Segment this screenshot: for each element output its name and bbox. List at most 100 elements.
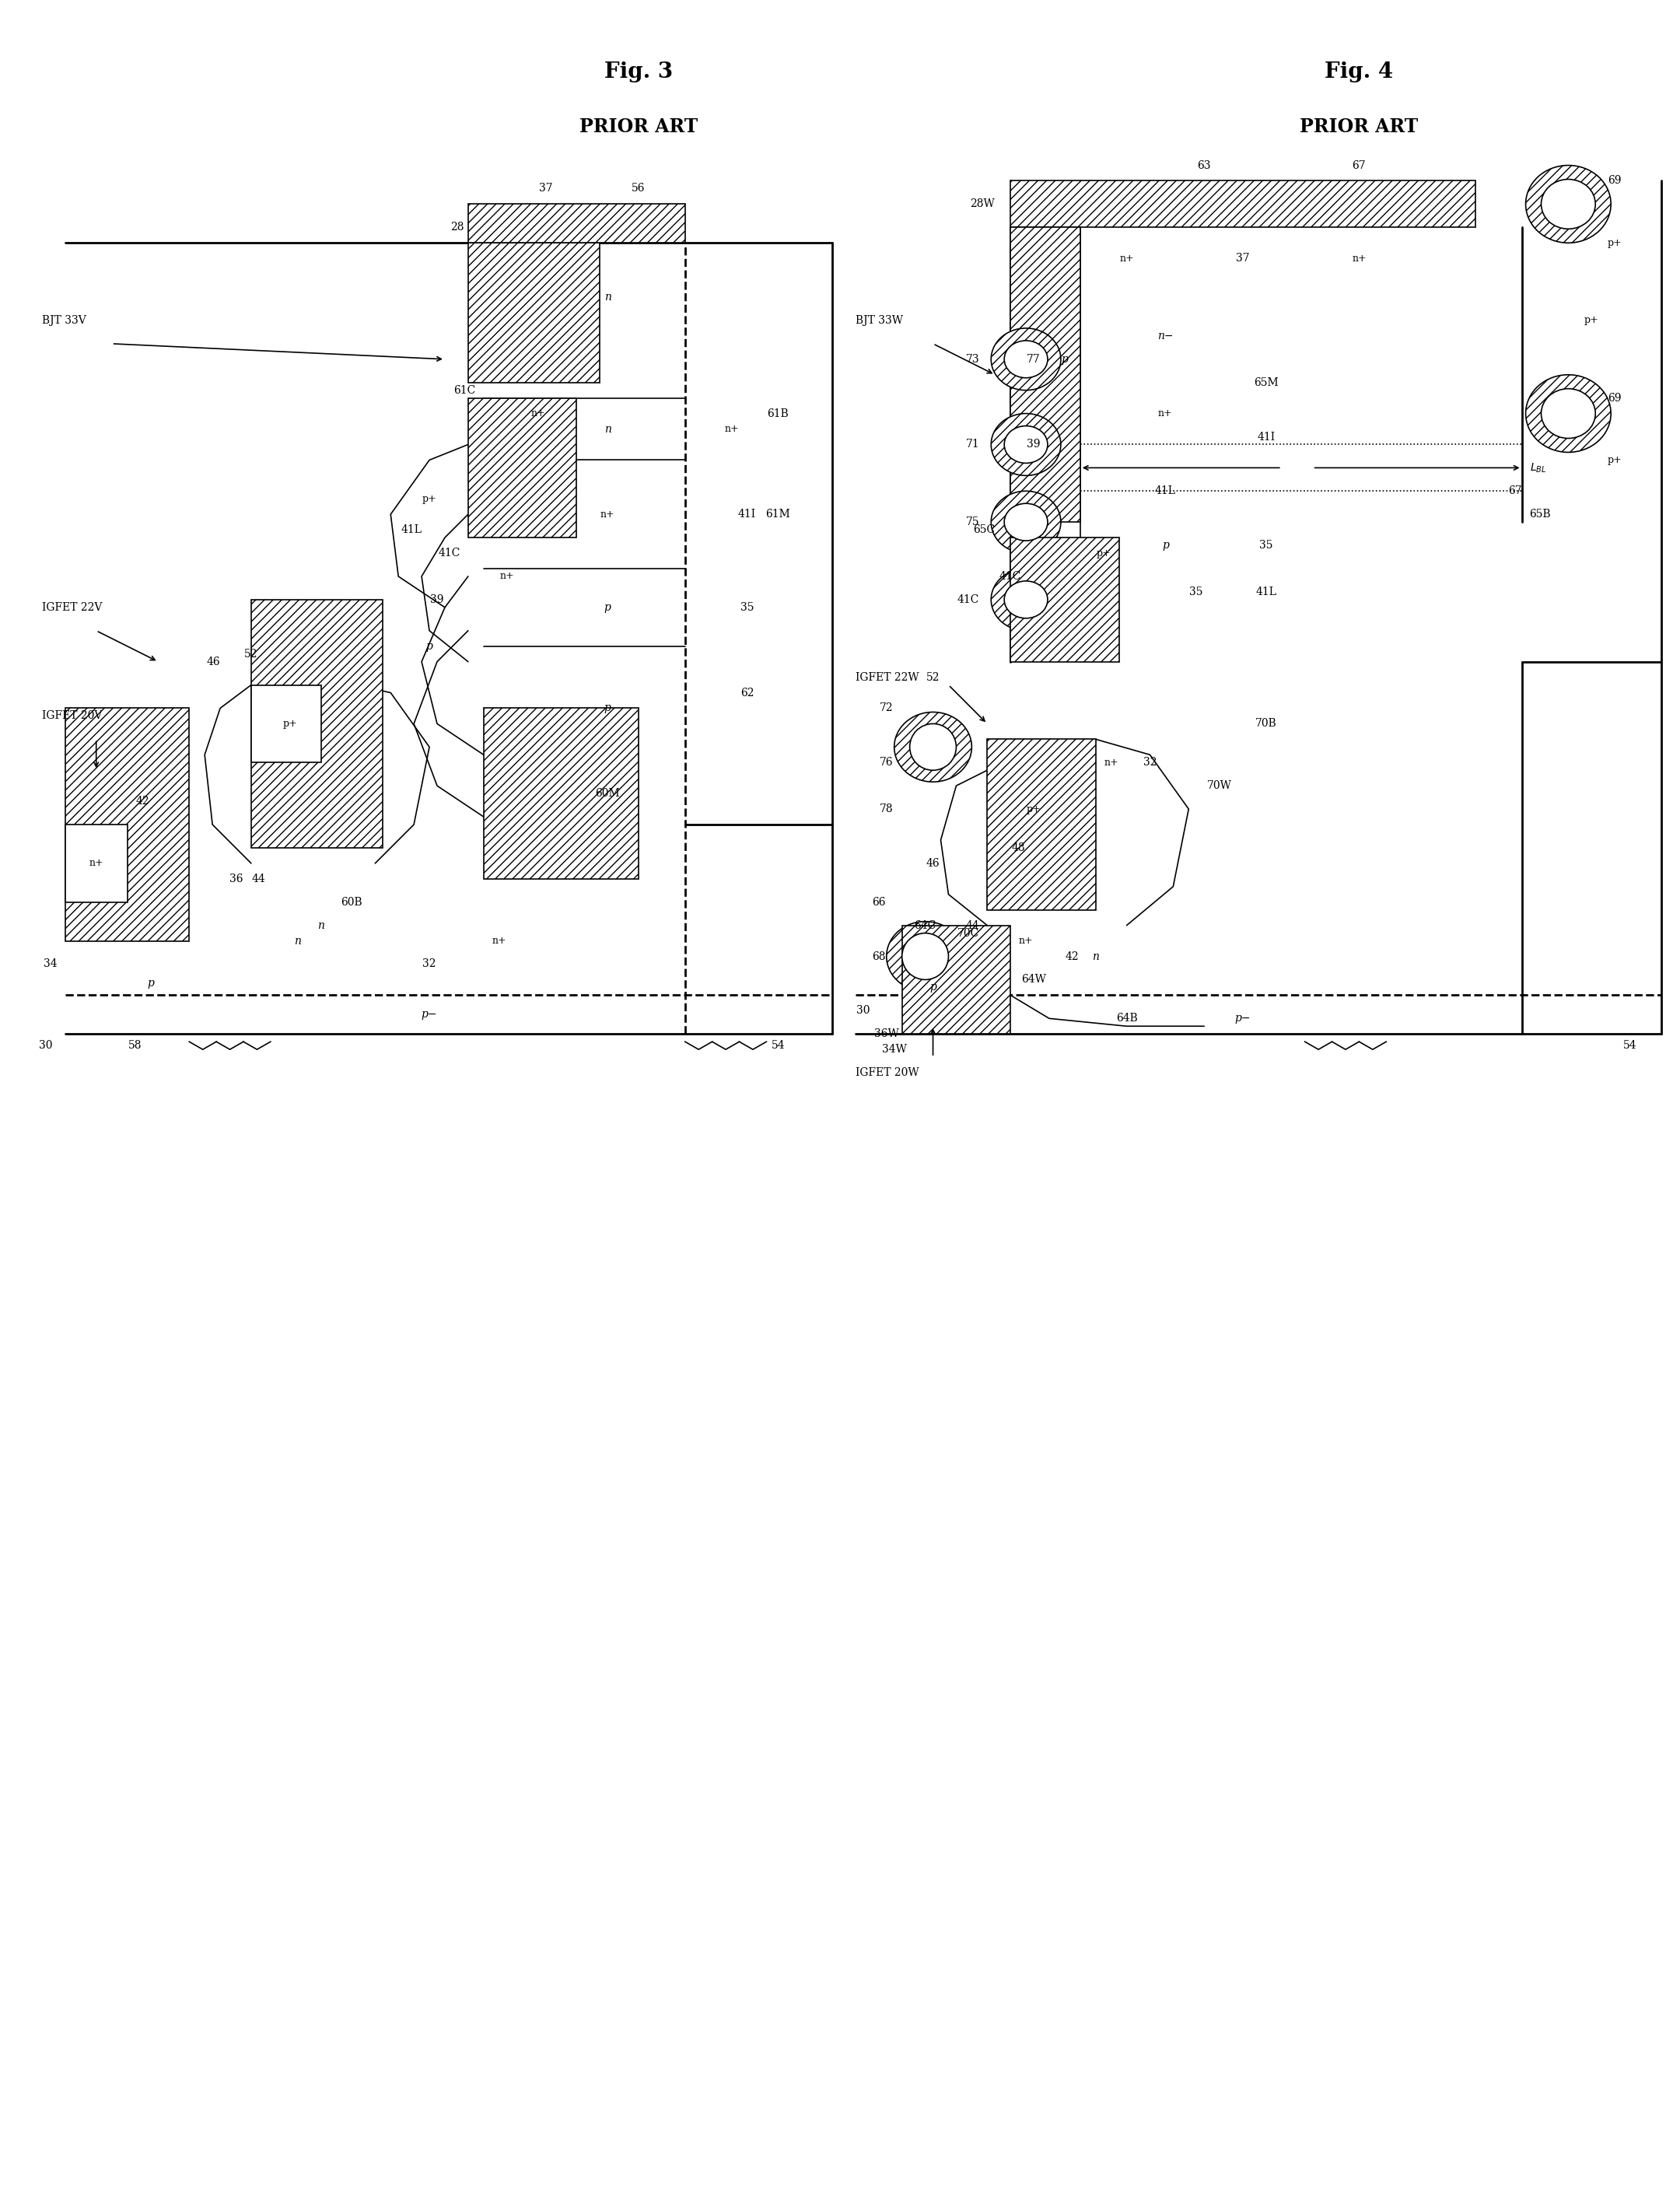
Text: 41I: 41I: [738, 509, 756, 520]
Text: n+: n+: [1018, 935, 1033, 946]
Text: 61B: 61B: [768, 409, 790, 420]
Text: 73: 73: [966, 354, 979, 365]
Bar: [469, 203, 685, 243]
Text: p: p: [427, 640, 433, 651]
Ellipse shape: [1541, 389, 1596, 439]
Bar: [988, 739, 1095, 909]
Text: p+: p+: [1584, 315, 1599, 326]
Ellipse shape: [1525, 166, 1611, 243]
Ellipse shape: [991, 413, 1060, 476]
Text: n+: n+: [89, 859, 104, 867]
Text: 60B: 60B: [341, 896, 363, 907]
Text: 78: 78: [880, 804, 894, 815]
Text: n: n: [605, 424, 612, 435]
Text: 67: 67: [1352, 160, 1366, 170]
Text: p: p: [146, 979, 155, 990]
Text: n+: n+: [1104, 758, 1119, 767]
Text: p+: p+: [282, 719, 297, 730]
Text: IGFET 22W: IGFET 22W: [855, 671, 919, 682]
Ellipse shape: [1005, 503, 1048, 540]
Text: 41C: 41C: [958, 594, 979, 605]
Ellipse shape: [991, 328, 1060, 391]
Text: p−: p−: [422, 1009, 437, 1020]
Bar: [469, 243, 600, 382]
Text: BJT 33V: BJT 33V: [42, 315, 86, 326]
Bar: [66, 708, 190, 942]
Text: IGFET 22V: IGFET 22V: [42, 601, 102, 612]
Text: 64W: 64W: [1021, 975, 1047, 985]
Text: 69: 69: [1608, 393, 1621, 404]
Bar: [1010, 227, 1080, 522]
Text: IGFET 20W: IGFET 20W: [855, 1066, 919, 1077]
Text: n+: n+: [1158, 409, 1173, 420]
Text: n−: n−: [1158, 330, 1173, 341]
Text: p: p: [1062, 354, 1068, 365]
Text: BJT 33W: BJT 33W: [855, 315, 902, 326]
Text: 62: 62: [741, 688, 754, 699]
Text: 75: 75: [966, 516, 979, 527]
Text: 42: 42: [1065, 950, 1079, 961]
Text: n: n: [605, 293, 612, 302]
Text: 44: 44: [966, 920, 979, 931]
Text: 64B: 64B: [1116, 1014, 1137, 1025]
Text: n+: n+: [1119, 253, 1134, 264]
Text: 65C: 65C: [973, 524, 995, 535]
Text: 34: 34: [44, 959, 57, 970]
Text: n+: n+: [531, 409, 544, 420]
Text: 46: 46: [207, 656, 220, 666]
Text: IGFET 20V: IGFET 20V: [42, 710, 102, 721]
Text: 28W: 28W: [971, 199, 995, 210]
Text: p+: p+: [1026, 804, 1042, 815]
Text: n: n: [318, 920, 324, 931]
Text: 28: 28: [450, 223, 464, 234]
Text: 36W: 36W: [874, 1029, 899, 1040]
Bar: [484, 708, 638, 878]
Text: 72: 72: [880, 704, 894, 714]
Ellipse shape: [911, 723, 956, 771]
Text: 30: 30: [39, 1040, 52, 1051]
Text: n: n: [1092, 950, 1099, 961]
Text: 36: 36: [230, 874, 244, 885]
Text: 41C: 41C: [438, 548, 460, 559]
Ellipse shape: [1541, 179, 1596, 229]
Text: PRIOR ART: PRIOR ART: [580, 118, 697, 135]
Text: 37: 37: [539, 184, 553, 194]
Text: 61M: 61M: [766, 509, 790, 520]
Text: n+: n+: [499, 570, 514, 581]
Text: 34W: 34W: [882, 1044, 907, 1055]
Text: 60M: 60M: [595, 789, 620, 800]
Text: 32: 32: [1142, 756, 1158, 767]
Bar: [469, 398, 576, 538]
Text: 32: 32: [423, 959, 437, 970]
Text: p−: p−: [1235, 1014, 1252, 1025]
Text: 41L: 41L: [400, 524, 422, 535]
Text: n+: n+: [724, 424, 739, 435]
Bar: [902, 926, 1010, 1034]
Text: 48: 48: [1011, 843, 1025, 854]
Text: 58: 58: [128, 1040, 141, 1051]
Text: 67: 67: [1509, 485, 1522, 496]
Text: 35: 35: [741, 601, 754, 612]
Text: 41I: 41I: [1257, 430, 1275, 441]
Text: 41C: 41C: [1000, 570, 1021, 581]
Text: 69: 69: [1608, 175, 1621, 186]
Text: 71: 71: [966, 439, 979, 450]
Text: 54: 54: [1623, 1040, 1636, 1051]
Text: 63: 63: [1198, 160, 1211, 170]
Bar: [252, 599, 383, 848]
Text: p+: p+: [1608, 238, 1623, 247]
Text: p+: p+: [1095, 548, 1110, 557]
Ellipse shape: [1525, 376, 1611, 452]
Text: 35: 35: [1189, 586, 1203, 597]
Text: p+: p+: [422, 494, 437, 505]
Text: Fig. 4: Fig. 4: [1326, 61, 1393, 83]
Text: n+: n+: [1352, 253, 1366, 264]
Bar: [252, 684, 321, 763]
Ellipse shape: [902, 933, 949, 979]
Text: 61C: 61C: [454, 385, 475, 395]
Text: 30: 30: [857, 1005, 870, 1016]
Text: 35: 35: [1260, 540, 1273, 551]
Text: 70W: 70W: [1208, 780, 1231, 791]
Text: 70C: 70C: [958, 929, 979, 940]
Text: 39: 39: [430, 594, 444, 605]
